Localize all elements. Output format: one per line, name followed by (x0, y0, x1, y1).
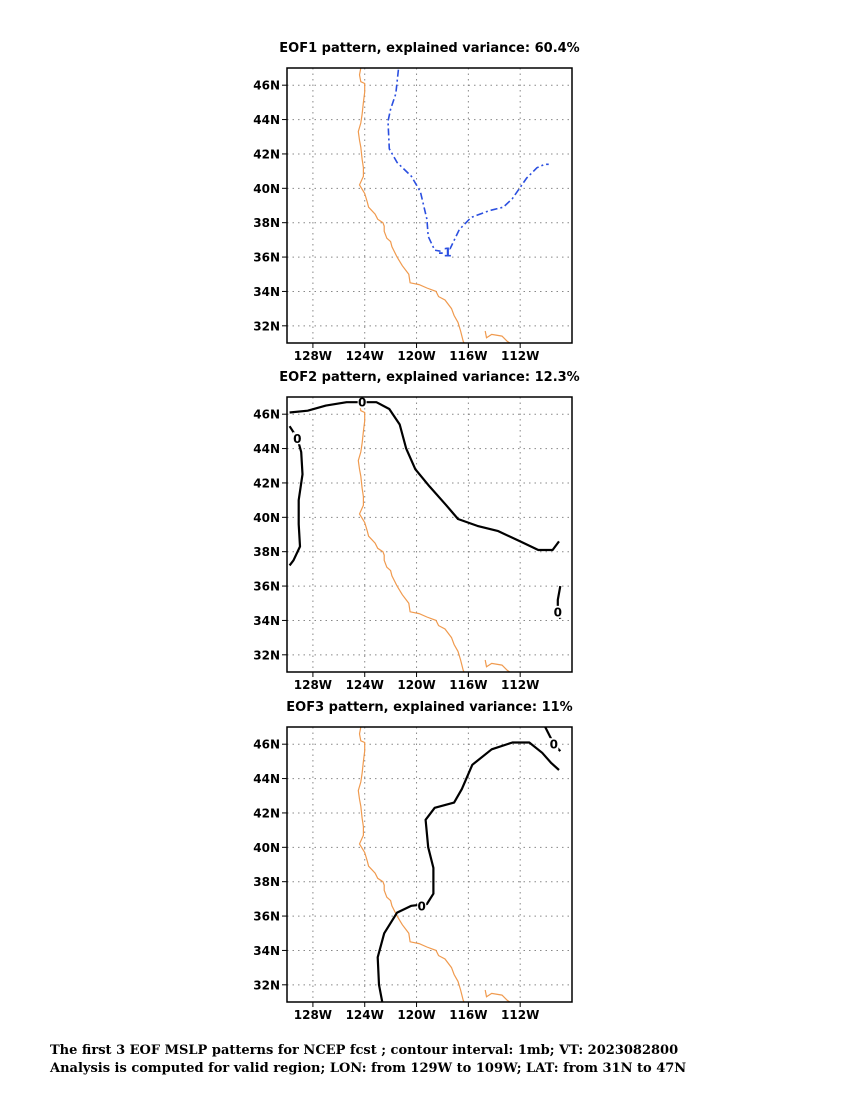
x-tick-label: 128W (294, 1008, 332, 1022)
y-tick-label: 40N (253, 841, 280, 855)
contour-line (387, 69, 549, 253)
eof2-panel: EOF2 pattern, explained variance: 12.3% 0… (253, 370, 579, 692)
contour-line (289, 401, 560, 552)
y-tick-label: 32N (253, 648, 280, 662)
caption-line-1: The first 3 EOF MSLP patterns for NCEP f… (50, 1043, 679, 1058)
y-tick-label: 40N (253, 511, 280, 525)
contour-label-bg (440, 245, 450, 258)
panel-frame (286, 726, 573, 1003)
y-tick-label: 44N (253, 113, 280, 127)
contour-label: 0 (293, 432, 301, 446)
x-tick-label: 128W (294, 678, 332, 692)
y-tick-label: 44N (253, 772, 280, 786)
contour-line (288, 425, 304, 567)
caption-line-2: Analysis is computed for valid region; L… (50, 1061, 687, 1076)
x-tick-label: 120W (397, 1008, 435, 1022)
x-tick-label: 112W (501, 1008, 539, 1022)
x-tick-label: 124W (346, 349, 384, 363)
y-tick-label: 42N (253, 806, 280, 820)
y-tick-label: 42N (253, 147, 280, 161)
coastline (357, 397, 465, 672)
contour-label: -1 (438, 245, 451, 259)
panel-title: EOF3 pattern, explained variance: 11% (286, 700, 572, 715)
panel-title: EOF1 pattern, explained variance: 60.4% (279, 41, 579, 56)
x-tick-label: 116W (449, 349, 487, 363)
contour-label: 0 (418, 899, 426, 913)
panel-frame (286, 67, 573, 344)
y-tick-label: 34N (253, 944, 280, 958)
y-tick-label: 36N (253, 910, 280, 924)
gulf-coastline (484, 989, 511, 1002)
contour-label-bg (417, 899, 427, 912)
contour-label-bg (553, 605, 563, 618)
y-tick-label: 38N (253, 216, 280, 230)
contour-label-bg (357, 397, 367, 409)
map-area: 00 (287, 727, 572, 1002)
eof1-panel: EOF1 pattern, explained variance: 60.4% -… (253, 41, 579, 363)
x-tick-label: 124W (346, 1008, 384, 1022)
y-tick-label: 38N (253, 875, 280, 889)
y-tick-label: 36N (253, 580, 280, 594)
y-tick-label: 36N (253, 251, 280, 265)
x-tick-label: 120W (397, 349, 435, 363)
x-tick-label: 112W (501, 678, 539, 692)
contour-label: 0 (358, 396, 366, 410)
y-tick-label: 44N (253, 442, 280, 456)
map-area: 0 0 0 (287, 396, 572, 672)
coastline (357, 727, 465, 1002)
y-tick-label: 32N (253, 978, 280, 992)
x-tick-label: 116W (449, 1008, 487, 1022)
y-tick-label: 32N (253, 319, 280, 333)
contour-label: 0 (550, 738, 558, 752)
contour-label: 0 (554, 605, 562, 619)
gulf-coastline (484, 330, 511, 343)
y-tick-label: 34N (253, 285, 280, 299)
y-tick-label: 46N (253, 738, 280, 752)
y-tick-label: 42N (253, 476, 280, 490)
contour-label-bg (549, 738, 559, 751)
gulf-coastline (484, 659, 511, 672)
y-tick-label: 40N (253, 182, 280, 196)
x-tick-label: 120W (397, 678, 435, 692)
y-tick-label: 46N (253, 79, 280, 93)
x-tick-label: 116W (449, 678, 487, 692)
x-tick-label: 128W (294, 349, 332, 363)
x-tick-label: 124W (346, 678, 384, 692)
y-tick-label: 38N (253, 545, 280, 559)
panel-title: EOF2 pattern, explained variance: 12.3% (279, 370, 579, 385)
coastline (357, 68, 465, 343)
map-area: -1 (287, 68, 572, 343)
eof3-panel: EOF3 pattern, explained variance: 11%001… (253, 700, 573, 1022)
contour-line (376, 741, 560, 1002)
x-tick-label: 112W (501, 349, 539, 363)
y-tick-label: 34N (253, 614, 280, 628)
panel-frame (286, 396, 573, 673)
y-tick-label: 46N (253, 408, 280, 422)
contour-label-bg (292, 432, 302, 445)
